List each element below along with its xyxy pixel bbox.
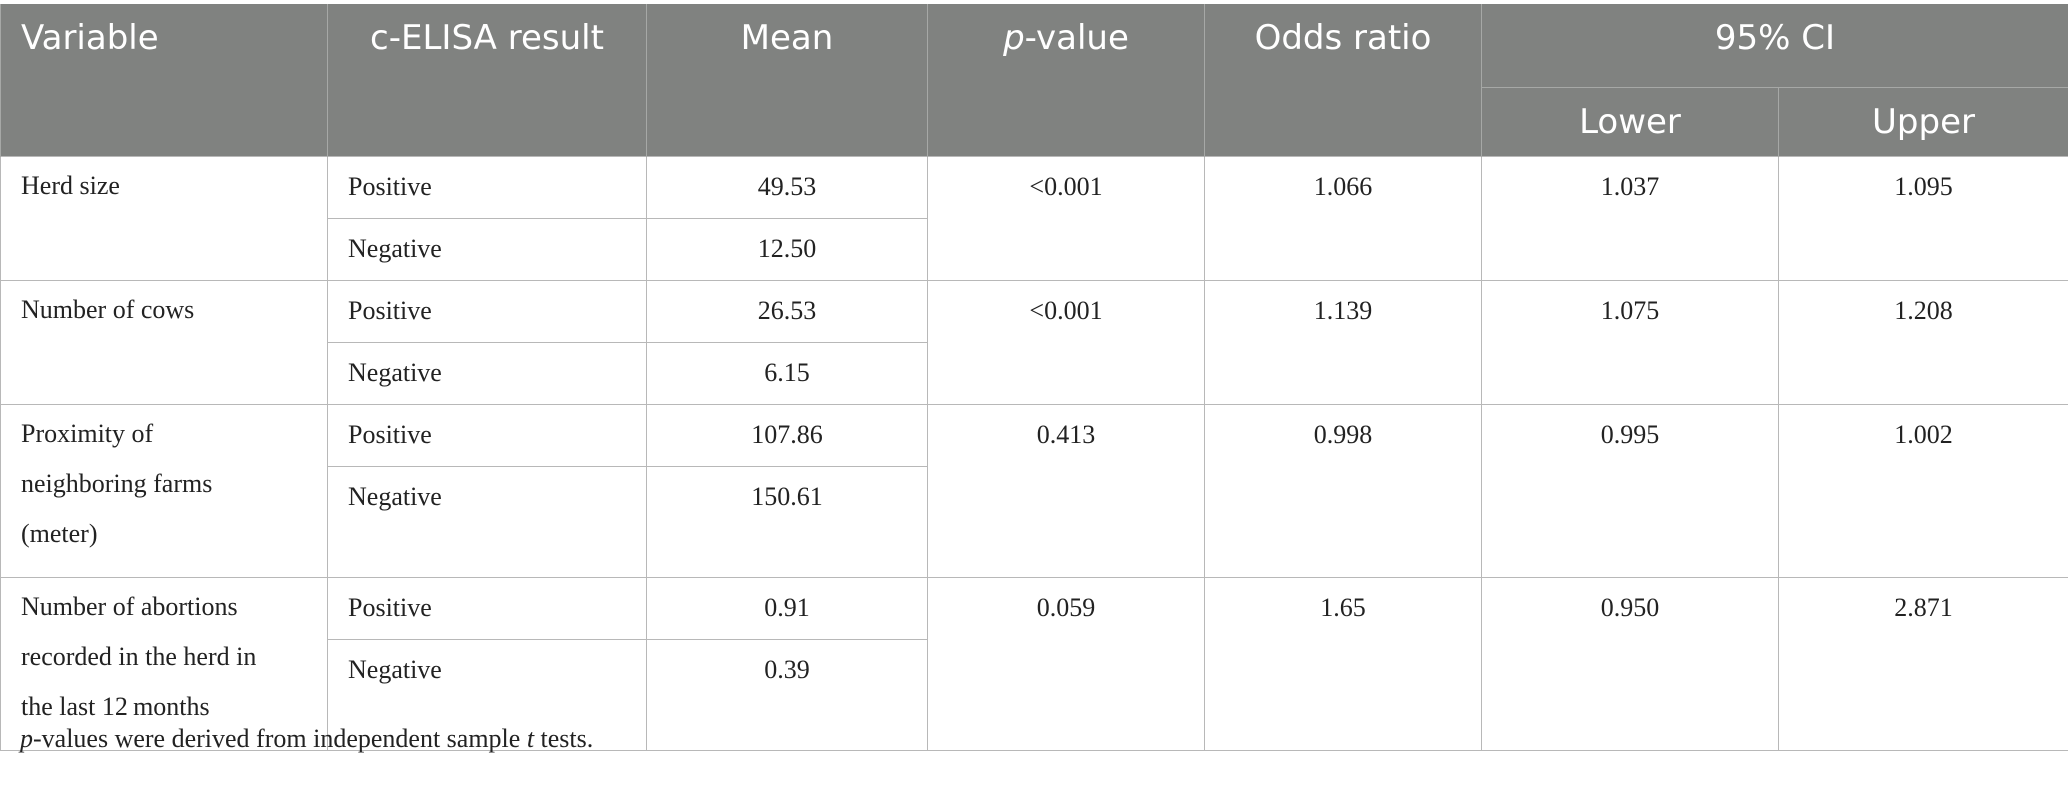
- footnote-t: t: [526, 724, 535, 753]
- variable-line: (meter): [21, 519, 98, 548]
- table-row: Negative 12.50: [1, 218, 2068, 281]
- variable-cell: Proximity of neighboring farms (meter): [0, 404, 328, 578]
- variable-cell: Herd size: [0, 156, 328, 281]
- mean-positive: 26.53: [646, 280, 928, 343]
- table-footnote: p-values were derived from independent s…: [20, 724, 593, 754]
- footnote-end: tests.: [534, 724, 594, 753]
- footnote-mid: -values were derived from independent sa…: [33, 724, 527, 753]
- header-ci-text: 95% CI: [1714, 18, 1836, 58]
- header-pvalue: p-value: [927, 4, 1205, 157]
- ci-upper-cell: 2.871: [1778, 577, 2068, 751]
- pvalue-cell: <0.001: [927, 156, 1205, 281]
- odds-cell: 1.139: [1204, 280, 1482, 405]
- ci-upper-cell: 1.095: [1778, 156, 2068, 281]
- table-row: Number of abortions recorded in the herd…: [0, 577, 2068, 751]
- variable-line: Number of abortions: [21, 592, 238, 621]
- result-negative: Negative: [327, 218, 647, 281]
- header-upper-text: Upper: [1872, 102, 1975, 142]
- result-positive: Positive: [327, 404, 647, 467]
- variable-line: recorded in the herd in: [21, 642, 257, 671]
- pvalue-cell: <0.001: [927, 280, 1205, 405]
- header-variable-text: Variable: [21, 18, 159, 58]
- header-result-text: c-ELISA result: [370, 18, 604, 58]
- table-row: Herd size Positive 49.53 <0.001 1.066 1.…: [0, 156, 2068, 281]
- ci-lower-cell: 1.037: [1481, 156, 1779, 281]
- header-mean: Mean: [646, 4, 928, 157]
- header-mean-text: Mean: [740, 18, 834, 58]
- mean-positive: 0.91: [646, 577, 928, 640]
- result-positive: Positive: [327, 280, 647, 343]
- mean-negative: 12.50: [646, 218, 928, 281]
- ci-lower-cell: 1.075: [1481, 280, 1779, 405]
- ci-lower-cell: 0.995: [1481, 404, 1779, 578]
- header-pvalue-rest: -value: [1024, 18, 1129, 58]
- mean-positive: 107.86: [646, 404, 928, 467]
- footnote-p: p: [20, 724, 33, 753]
- mean-negative: 0.39: [646, 639, 928, 751]
- header-result: c-ELISA result: [327, 4, 647, 157]
- header-pvalue-p: p: [1003, 18, 1025, 58]
- result-negative: Negative: [327, 342, 647, 405]
- results-table: Variable c-ELISA result Mean p-value Odd…: [0, 4, 2068, 751]
- result-positive: Positive: [327, 577, 647, 640]
- result-positive: Positive: [327, 156, 647, 219]
- table-row: Proximity of neighboring farms (meter) P…: [0, 404, 2068, 578]
- pvalue-cell: 0.413: [927, 404, 1205, 578]
- result-negative: Negative: [327, 466, 647, 578]
- variable-line: the last 12 months: [21, 692, 210, 721]
- header-ci: 95% CI: [1481, 4, 2068, 88]
- table-row: Number of cows Positive 26.53 <0.001 1.1…: [0, 280, 2068, 405]
- variable-line: Herd size: [21, 171, 120, 200]
- variable-line: neighboring farms: [21, 469, 213, 498]
- variable-line: Number of cows: [21, 295, 195, 324]
- header-lower: Lower: [1481, 87, 1779, 157]
- table-row: Negative 150.61: [1, 466, 2068, 578]
- odds-cell: 1.65: [1204, 577, 1482, 751]
- variable-line: Proximity of: [21, 419, 154, 448]
- header-odds: Odds ratio: [1204, 4, 1482, 157]
- mean-positive: 49.53: [646, 156, 928, 219]
- pvalue-cell: 0.059: [927, 577, 1205, 751]
- table-row: Negative 0.39: [1, 639, 2068, 751]
- ci-upper-cell: 1.002: [1778, 404, 2068, 578]
- result-negative: Negative: [327, 639, 647, 751]
- mean-negative: 150.61: [646, 466, 928, 578]
- odds-cell: 0.998: [1204, 404, 1482, 578]
- ci-lower-cell: 0.950: [1481, 577, 1779, 751]
- header-upper: Upper: [1778, 87, 2068, 157]
- mean-negative: 6.15: [646, 342, 928, 405]
- ci-upper-cell: 1.208: [1778, 280, 2068, 405]
- header-variable: Variable: [0, 4, 328, 157]
- header-lower-text: Lower: [1579, 102, 1681, 142]
- odds-cell: 1.066: [1204, 156, 1482, 281]
- variable-cell: Number of cows: [0, 280, 328, 405]
- variable-cell: Number of abortions recorded in the herd…: [0, 577, 328, 751]
- header-odds-text: Odds ratio: [1254, 18, 1432, 58]
